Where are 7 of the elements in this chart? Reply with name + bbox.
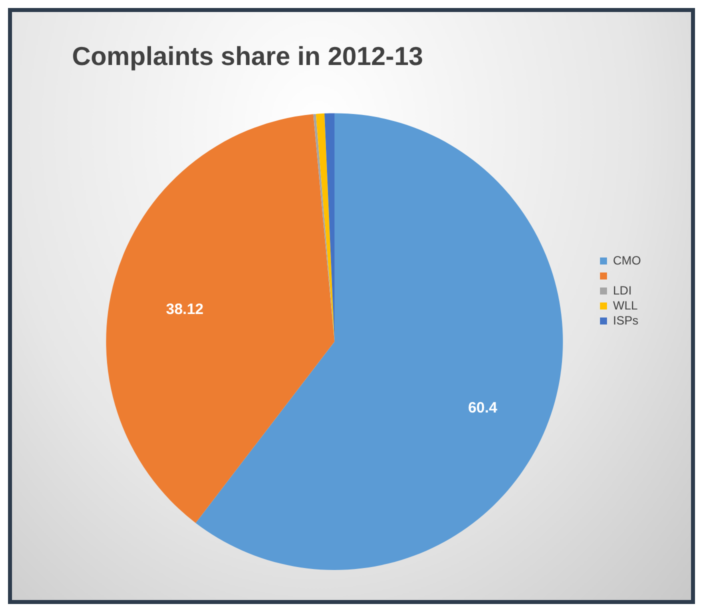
legend-label: CMO [613,253,642,268]
chart-title: Complaints share in 2012-13 [72,40,424,71]
legend-label: WLL [613,298,638,312]
legend-label: LDI [613,283,632,298]
legend-label: ISPs [613,313,638,328]
data-label: 38.12 [166,301,204,318]
data-label: 60.4 [468,399,498,416]
